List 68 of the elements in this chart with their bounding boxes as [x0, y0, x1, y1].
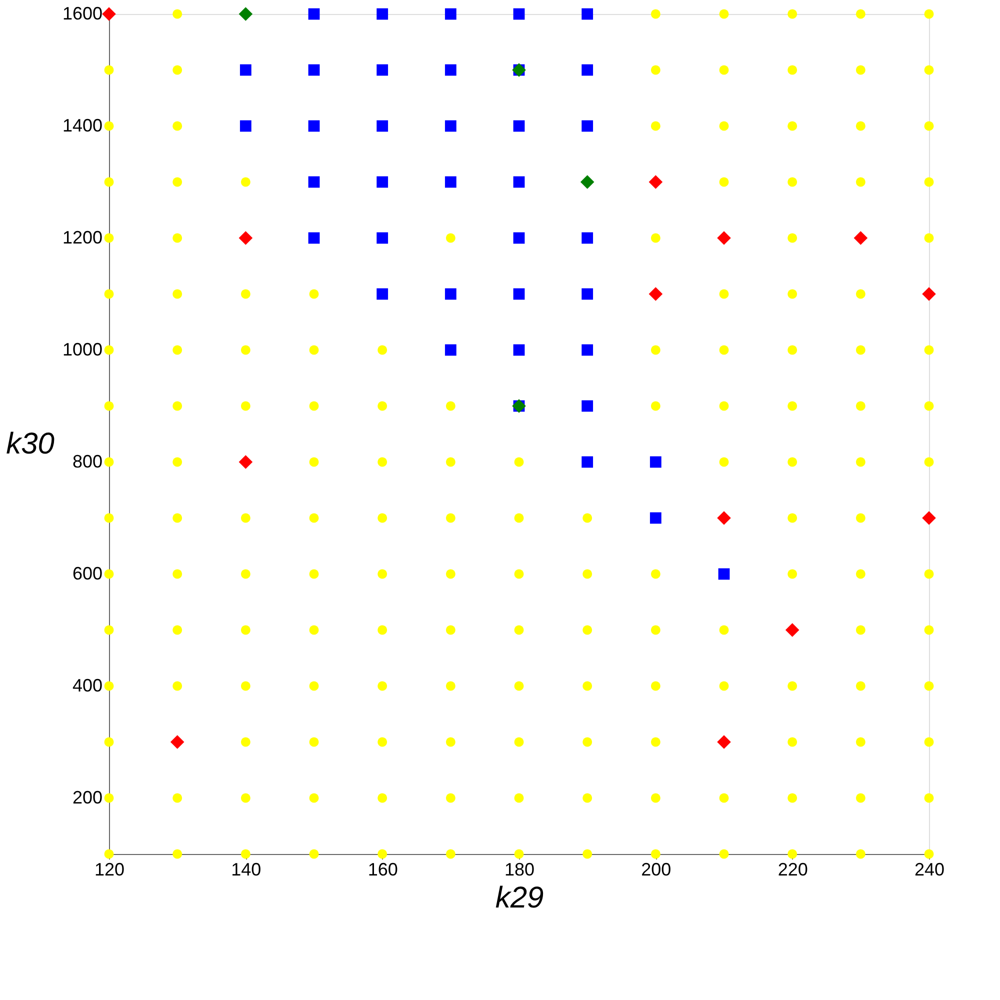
point: [444, 288, 456, 300]
point: [513, 176, 525, 188]
point: [513, 120, 525, 132]
point: [238, 7, 253, 21]
point: [854, 231, 868, 245]
y-tick-label: 600: [72, 564, 102, 584]
x-axis-title: k29: [495, 882, 544, 914]
point: [308, 232, 320, 244]
x-tick-label: 140: [231, 860, 262, 880]
point: [102, 7, 116, 21]
point: [582, 64, 594, 76]
point: [717, 511, 731, 525]
x-tick-label: 180: [504, 860, 535, 880]
y-tick-label: 1000: [62, 340, 102, 360]
point: [376, 176, 388, 188]
point: [582, 456, 594, 468]
point: [444, 8, 456, 20]
x-tick-label: 200: [641, 860, 672, 880]
point: [376, 64, 388, 76]
point: [922, 287, 936, 301]
point: [580, 175, 594, 189]
point: [582, 120, 594, 132]
point: [648, 287, 663, 301]
y-tick-label: 1400: [62, 116, 102, 136]
point: [444, 344, 456, 356]
y-tick-label: 200: [72, 788, 102, 808]
y-tick-label: 1600: [62, 4, 102, 24]
point: [922, 511, 936, 525]
point: [717, 231, 731, 245]
point: [513, 344, 525, 356]
point: [650, 512, 662, 524]
point: [444, 176, 456, 188]
point: [308, 64, 320, 76]
point: [648, 175, 663, 189]
point: [582, 232, 594, 244]
point: [376, 120, 388, 132]
point: [650, 456, 662, 468]
point: [170, 735, 184, 749]
point: [582, 288, 594, 300]
point: [376, 288, 388, 300]
point: [444, 64, 456, 76]
point: [308, 120, 320, 132]
point: [308, 8, 320, 20]
point: [513, 288, 525, 300]
y-tick-label: 400: [72, 676, 102, 696]
point: [717, 735, 731, 749]
y-axis-title: k30: [6, 428, 55, 460]
x-tick-label: 240: [914, 860, 945, 880]
point: [718, 568, 730, 580]
y-tick-label: 1200: [62, 228, 102, 248]
point: [376, 232, 388, 244]
point: [238, 231, 253, 245]
point: [444, 120, 456, 132]
point: [582, 400, 594, 412]
x-tick-label: 120: [94, 860, 125, 880]
y-tick-label: 800: [72, 452, 102, 472]
point: [582, 344, 594, 356]
point: [513, 8, 525, 20]
point: [238, 455, 253, 469]
x-tick-label: 160: [368, 860, 398, 880]
point: [240, 120, 252, 132]
point: [513, 232, 525, 244]
point: [582, 8, 594, 20]
point: [240, 64, 252, 76]
point: [308, 176, 320, 188]
point: [376, 8, 388, 20]
point: [785, 623, 800, 637]
x-tick-label: 220: [778, 860, 808, 880]
